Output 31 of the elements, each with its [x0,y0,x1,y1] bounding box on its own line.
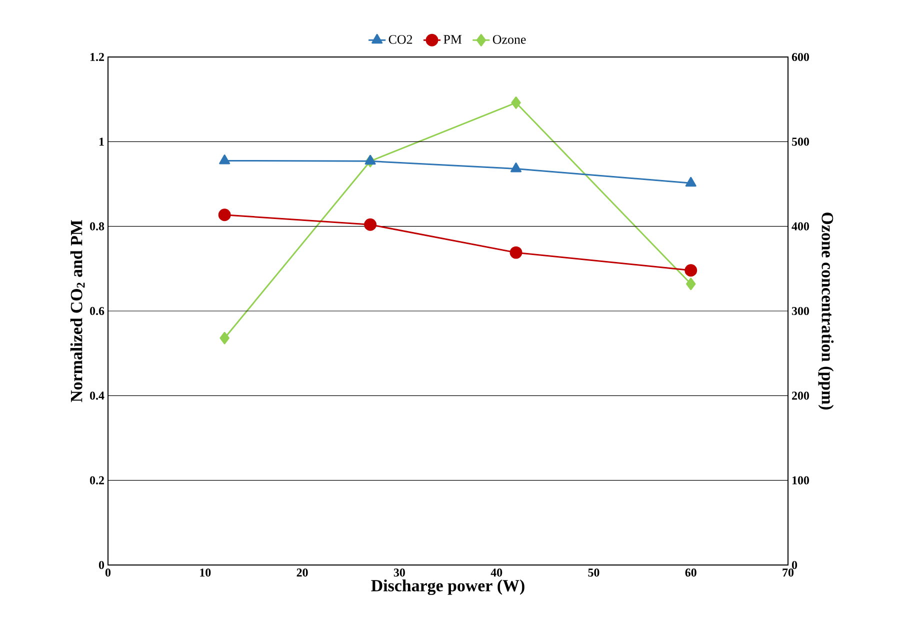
y2-tick-label: 0 [792,560,798,570]
x-axis-title: Discharge power (W) [371,579,524,595]
point [220,332,230,344]
legend-label: CO2 [388,35,412,44]
x-tick-label: 30 [394,568,405,577]
y2-axis-title: Ozone concentration (ppm) [818,212,834,410]
x-tick-label: 20 [296,568,308,577]
y-tick-label: 1.2 [90,52,104,62]
point [686,278,696,290]
y2-tick-label: 200 [792,392,809,400]
y2-tick-label: 300 [792,306,809,316]
y2-tick-label: 600 [792,52,809,62]
legend-label: Ozone [492,35,526,44]
y2-tick-label: 400 [792,222,809,230]
y-tick-label: 0.4 [90,392,104,400]
x-tick-label: 0 [105,568,111,577]
y-tick-label: 0.6 [90,306,104,316]
legend-label: PM [444,35,462,44]
x-tick-label: 60 [685,568,696,577]
y-tick-label: 0.2 [90,476,104,484]
x-tick-label: 40 [490,568,502,577]
y-tick-label: 0.8 [90,222,104,230]
point [511,96,521,109]
y-tick-label: 0 [98,560,104,570]
y2-tick-label: 100 [792,476,809,484]
x-tick-label: 70 [782,568,794,577]
y-axis-title: Normalized CO$_{2}$ and PM [70,220,85,402]
x-tick-label: 10 [200,568,211,577]
x-tick-label: 50 [588,568,600,577]
y2-tick-label: 500 [792,138,809,146]
y-tick-label: 1 [99,138,104,146]
